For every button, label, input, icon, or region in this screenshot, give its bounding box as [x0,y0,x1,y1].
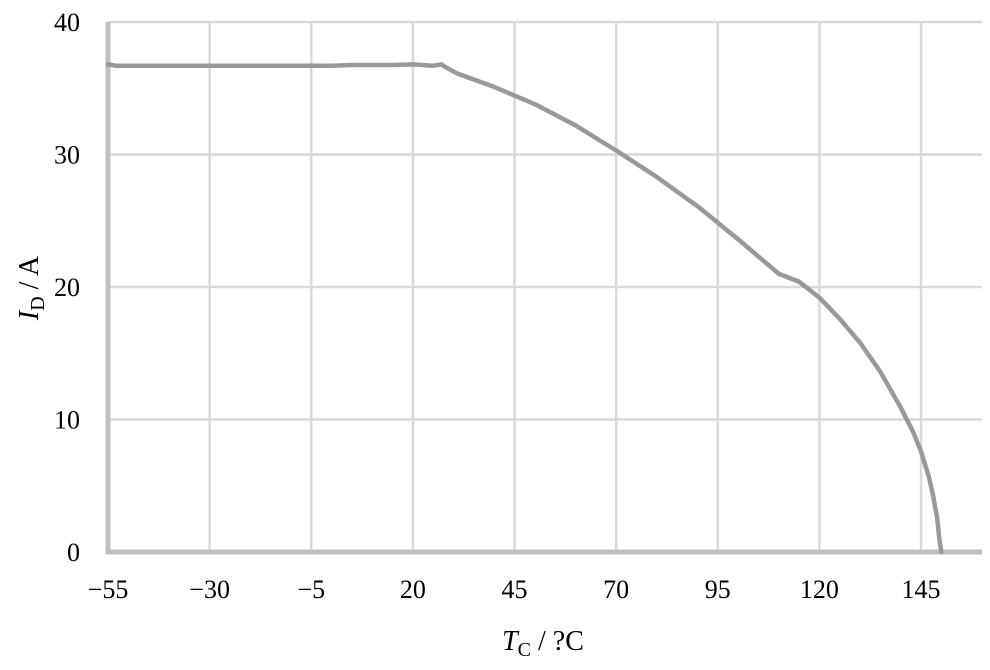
y-axis-title: ID / A [14,255,49,321]
x-tick-label: 70 [603,575,629,604]
tick-layer: 0 10 20 30 40 −55 −30 −5 20 45 70 95 120 145 [54,8,941,604]
y-tick-label: 10 [54,406,80,435]
x-tick-label: −5 [297,575,325,604]
x-tick-label: 145 [902,575,941,604]
y-axis-subscript: D [27,296,49,310]
grid-layer [108,20,982,552]
axis-layer [105,22,982,555]
series-layer [105,62,944,555]
y-axis-unit: / A [14,255,45,296]
y-tick-label: 0 [67,538,80,567]
y-axis-symbol: I [14,309,45,321]
y-tick-label: 30 [54,141,80,170]
x-tick-label: −30 [189,575,230,604]
x-axis-title: TC / ?C [502,626,584,661]
x-tick-label: 95 [705,575,731,604]
y-tick-label: 20 [54,273,80,302]
x-tick-label: −55 [88,575,129,604]
x-tick-label: 120 [800,575,839,604]
x-axis-unit: / ?C [531,626,584,657]
x-axis-symbol: T [502,626,520,657]
x-tick-label: 20 [400,575,426,604]
y-tick-label: 40 [54,8,80,37]
x-axis-subscript: C [518,639,531,661]
x-tick-label: 45 [502,575,528,604]
series-line [105,62,944,555]
